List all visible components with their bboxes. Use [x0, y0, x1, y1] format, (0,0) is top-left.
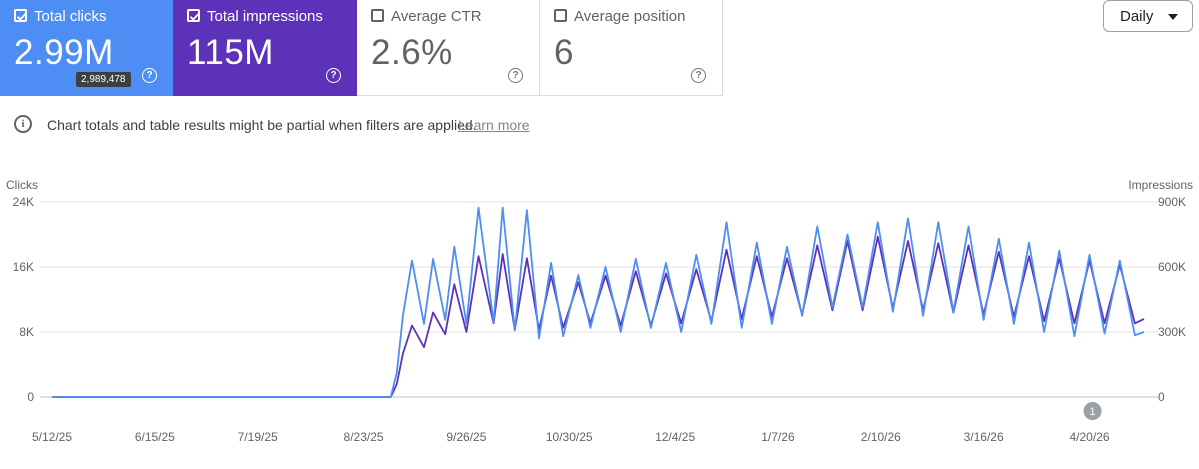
x-axis-tick-label: 12/4/25: [655, 430, 695, 444]
x-axis-tick-label: 6/15/25: [135, 430, 175, 444]
total-clicks-card[interactable]: Total clicks 2.99M ? 2,989,478: [0, 0, 173, 96]
total-impressions-card[interactable]: Total impressions 115M ?: [173, 0, 357, 96]
average-position-card[interactable]: Average position 6 ?: [540, 0, 723, 96]
right-axis-tick-label: 300K: [1158, 325, 1186, 339]
clicks-label: Total clicks: [34, 8, 107, 25]
annotation-label: 1: [1089, 406, 1095, 418]
series-line-clicks: [52, 206, 1145, 398]
x-axis-tick-label: 1/7/26: [761, 430, 795, 444]
help-icon[interactable]: ?: [326, 68, 341, 83]
help-icon[interactable]: ?: [691, 68, 706, 83]
granularity-dropdown[interactable]: Daily: [1103, 0, 1193, 32]
ctr-checkbox[interactable]: [371, 9, 384, 22]
x-axis-tick-label: 7/19/25: [238, 430, 278, 444]
notice-text: Chart totals and table results might be …: [47, 117, 477, 133]
right-axis-tick-label: 600K: [1158, 260, 1186, 274]
clicks-tooltip: 2,989,478: [76, 72, 131, 87]
right-axis-tick-label: 900K: [1158, 195, 1186, 209]
x-axis-tick-label: 4/20/26: [1069, 430, 1109, 444]
left-axis-tick-label: 8K: [19, 325, 34, 339]
granularity-selected: Daily: [1120, 8, 1154, 25]
left-axis-tick-label: 24K: [13, 195, 34, 209]
right-axis-label: Impressions: [1128, 178, 1193, 192]
x-axis-tick-label: 8/23/25: [344, 430, 384, 444]
impressions-value: 115M: [187, 33, 274, 72]
left-axis-label: Clicks: [6, 178, 38, 192]
x-axis-tick-label: 5/12/25: [32, 430, 72, 444]
caret-down-icon: [1168, 14, 1178, 20]
x-axis-tick-label: 10/30/25: [546, 430, 593, 444]
series-line-impressions: [52, 235, 1145, 398]
position-label: Average position: [574, 8, 686, 25]
help-icon[interactable]: ?: [142, 68, 157, 83]
ctr-label: Average CTR: [391, 8, 482, 25]
annotation-marker: [1083, 402, 1102, 420]
left-axis-tick-label: 0: [27, 390, 34, 404]
check-icon: [189, 13, 200, 21]
x-axis-tick-label: 2/10/26: [861, 430, 901, 444]
position-value: 6: [554, 33, 574, 72]
info-icon: i: [14, 115, 32, 133]
help-icon[interactable]: ?: [508, 68, 523, 83]
learn-more-link[interactable]: Learn more: [458, 117, 530, 133]
impressions-label: Total impressions: [207, 8, 323, 25]
ctr-value: 2.6%: [371, 33, 453, 72]
average-ctr-card[interactable]: Average CTR 2.6% ?: [357, 0, 540, 96]
x-axis-tick-label: 9/26/25: [446, 430, 486, 444]
clicks-checkbox[interactable]: [14, 9, 27, 22]
check-icon: [16, 13, 27, 21]
performance-chart[interactable]: 0 0 8K 300K 16K 600K 24K 900K Clicks Impressions 5…: [0, 170, 1199, 469]
x-axis-tick-label: 3/16/26: [964, 430, 1004, 444]
impressions-checkbox[interactable]: [187, 9, 200, 22]
clicks-value: 2.99M: [14, 33, 114, 72]
metric-cards: Total clicks 2.99M ? 2,989,478 Total imp…: [0, 0, 724, 97]
right-axis-tick-label: 0: [1158, 390, 1165, 404]
position-checkbox[interactable]: [554, 9, 567, 22]
left-axis-tick-label: 16K: [13, 260, 34, 274]
